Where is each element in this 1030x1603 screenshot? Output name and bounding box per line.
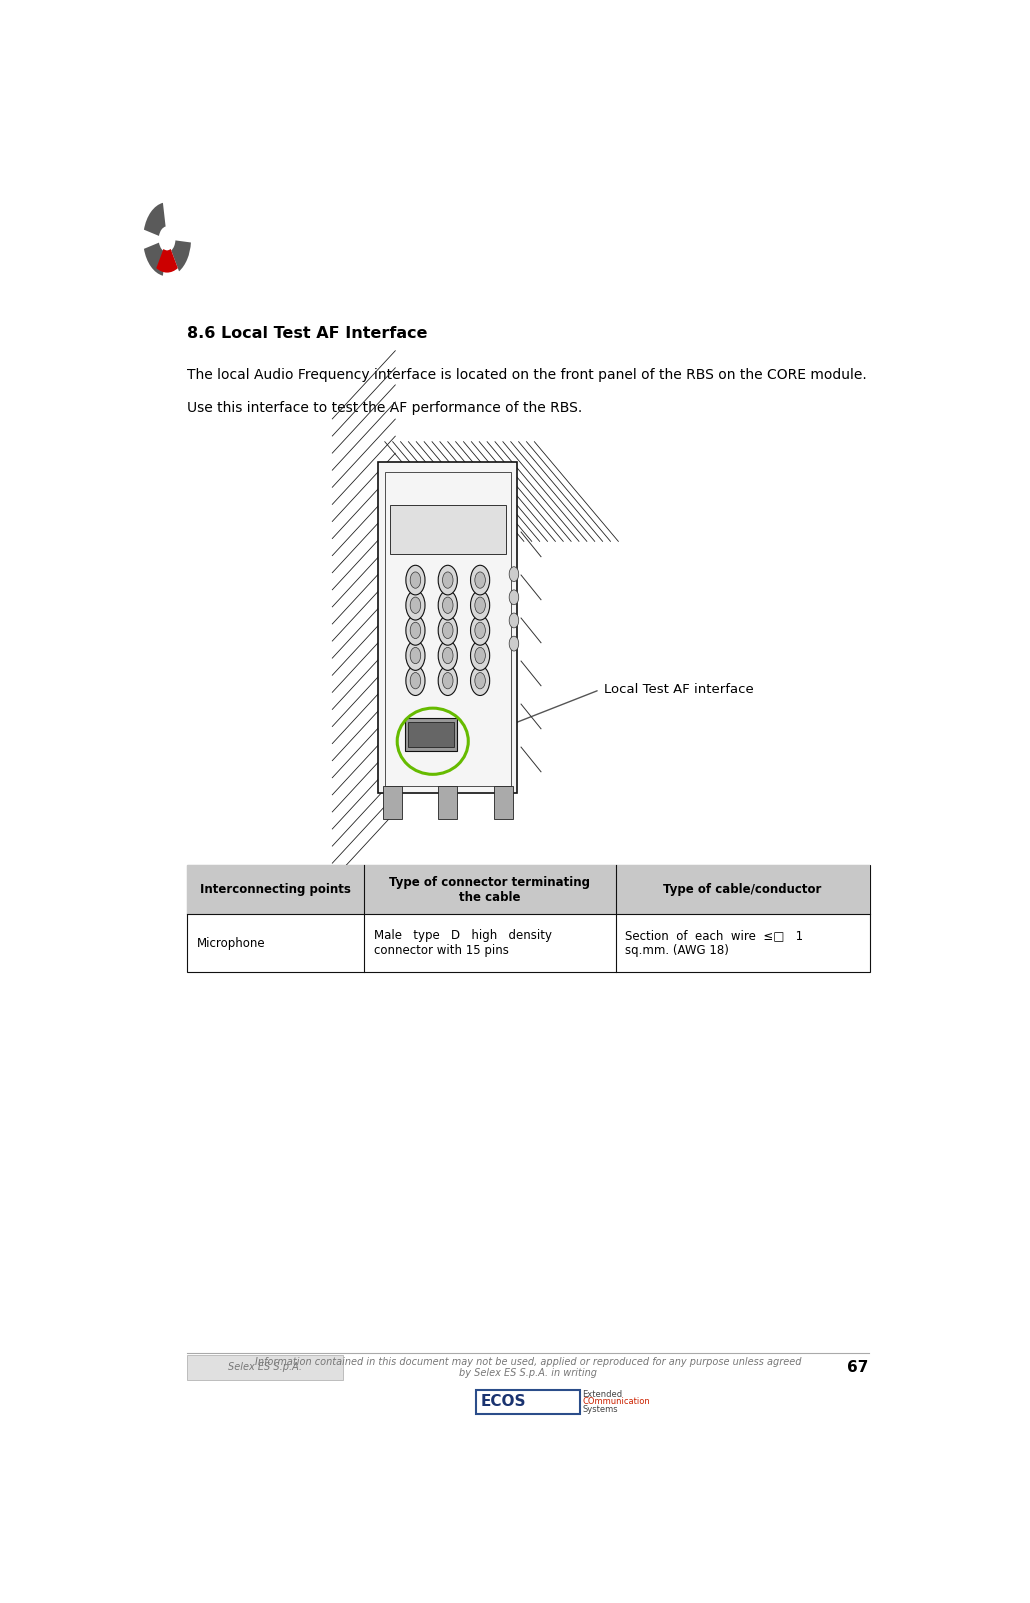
Text: Type of cable/conductor: Type of cable/conductor — [663, 883, 822, 896]
Circle shape — [410, 596, 420, 614]
Text: The local Audio Frequency interface is located on the front panel of the RBS on : The local Audio Frequency interface is l… — [186, 367, 866, 382]
Bar — [408, 721, 454, 747]
Bar — [438, 785, 457, 819]
Circle shape — [443, 673, 453, 689]
Circle shape — [471, 590, 489, 620]
Circle shape — [406, 665, 425, 696]
Circle shape — [406, 616, 425, 644]
Text: Section  of  each  wire  ≤□   1
sq.mm. (AWG 18): Section of each wire ≤□ 1 sq.mm. (AWG 18… — [625, 930, 803, 957]
Text: Use this interface to test the AF performance of the RBS.: Use this interface to test the AF perfor… — [186, 401, 582, 415]
Circle shape — [410, 648, 420, 664]
Text: ECOS: ECOS — [481, 1395, 526, 1409]
Text: Type of connector terminating
the cable: Type of connector terminating the cable — [389, 875, 590, 904]
Bar — [187, 1355, 343, 1380]
Circle shape — [475, 596, 485, 614]
Bar — [389, 505, 506, 555]
Bar — [493, 785, 513, 819]
Bar — [405, 718, 457, 752]
Circle shape — [509, 567, 519, 582]
Circle shape — [406, 566, 425, 595]
Circle shape — [410, 622, 420, 638]
Wedge shape — [144, 204, 166, 236]
FancyBboxPatch shape — [476, 1390, 580, 1414]
Circle shape — [509, 612, 519, 628]
Circle shape — [438, 590, 457, 620]
Circle shape — [443, 622, 453, 638]
Wedge shape — [144, 242, 166, 276]
Circle shape — [475, 572, 485, 588]
Circle shape — [471, 641, 489, 670]
Circle shape — [438, 641, 457, 670]
Text: COmmunication: COmmunication — [582, 1398, 650, 1406]
Circle shape — [443, 596, 453, 614]
Text: Systems: Systems — [582, 1404, 618, 1414]
Circle shape — [438, 665, 457, 696]
Wedge shape — [157, 248, 178, 273]
Circle shape — [443, 648, 453, 664]
Text: 8.6 Local Test AF Interface: 8.6 Local Test AF Interface — [186, 325, 427, 341]
Text: 67: 67 — [848, 1359, 869, 1375]
Circle shape — [509, 590, 519, 604]
Text: Microphone: Microphone — [197, 936, 266, 951]
Circle shape — [509, 636, 519, 651]
Circle shape — [443, 572, 453, 588]
Circle shape — [406, 590, 425, 620]
Bar — [385, 471, 511, 785]
Bar — [187, 866, 869, 973]
Text: Interconnecting points: Interconnecting points — [200, 883, 351, 896]
Circle shape — [471, 616, 489, 644]
Circle shape — [438, 616, 457, 644]
Circle shape — [471, 665, 489, 696]
Wedge shape — [171, 240, 191, 271]
Bar — [378, 462, 517, 792]
Circle shape — [410, 572, 420, 588]
Text: Extended: Extended — [582, 1390, 622, 1399]
Text: Information contained in this document may not be used, applied or reproduced fo: Information contained in this document m… — [254, 1356, 801, 1379]
Circle shape — [475, 673, 485, 689]
Text: Male   type   D   high   density
connector with 15 pins: Male type D high density connector with … — [374, 930, 552, 957]
Circle shape — [475, 622, 485, 638]
Circle shape — [471, 566, 489, 595]
Circle shape — [410, 673, 420, 689]
Bar — [187, 866, 869, 914]
Bar — [383, 785, 402, 819]
Circle shape — [475, 648, 485, 664]
Circle shape — [406, 641, 425, 670]
Text: Selex ES S.p.A.: Selex ES S.p.A. — [228, 1363, 302, 1372]
Bar — [333, 442, 542, 840]
Circle shape — [438, 566, 457, 595]
Text: Local Test AF interface: Local Test AF interface — [604, 683, 754, 696]
